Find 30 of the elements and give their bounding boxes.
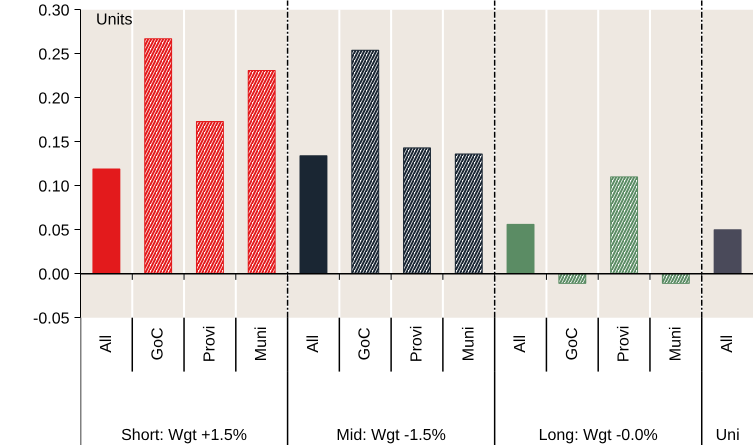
y-tick-label: 0.20 [38,90,70,108]
y-tick-label: 0.10 [38,178,70,196]
y-tick-label: 0.30 [38,2,70,20]
x-tick-label: Muni [460,326,478,362]
y-tick-label: -0.05 [33,310,70,328]
x-tick-label: All [512,334,530,353]
y-tick-label: 0.25 [38,46,70,64]
text: Short: Wgt +1.5% [121,426,247,444]
x-tick-label: All [719,334,736,353]
x-tick-label: Muni [667,326,684,362]
x-tick-label: Provi [616,326,633,362]
y-tick-label: 0.00 [38,266,70,284]
y-tick-label: 0.05 [38,222,70,240]
bar [506,224,534,274]
x-tick-label: GoC [356,327,374,360]
x-tick-label: Provi [408,326,426,362]
x-tick-label: Provi [201,326,218,362]
y-tick-label: 0.15 [38,134,70,152]
x-tick-label: Muni [253,326,270,362]
bar [92,168,120,274]
x-tick-label: All [304,334,322,353]
text: Uni [716,426,740,444]
text: Mid: Wgt -1.5% [336,426,446,444]
x-tick-label: All [98,334,115,353]
x-tick-label: GoC [564,327,581,360]
bar [714,229,742,274]
x-tick-label: GoC [150,327,167,360]
text: Long: Wgt -0.0% [538,426,658,444]
y-axis-title: Units [96,11,132,28]
bar [300,155,328,274]
